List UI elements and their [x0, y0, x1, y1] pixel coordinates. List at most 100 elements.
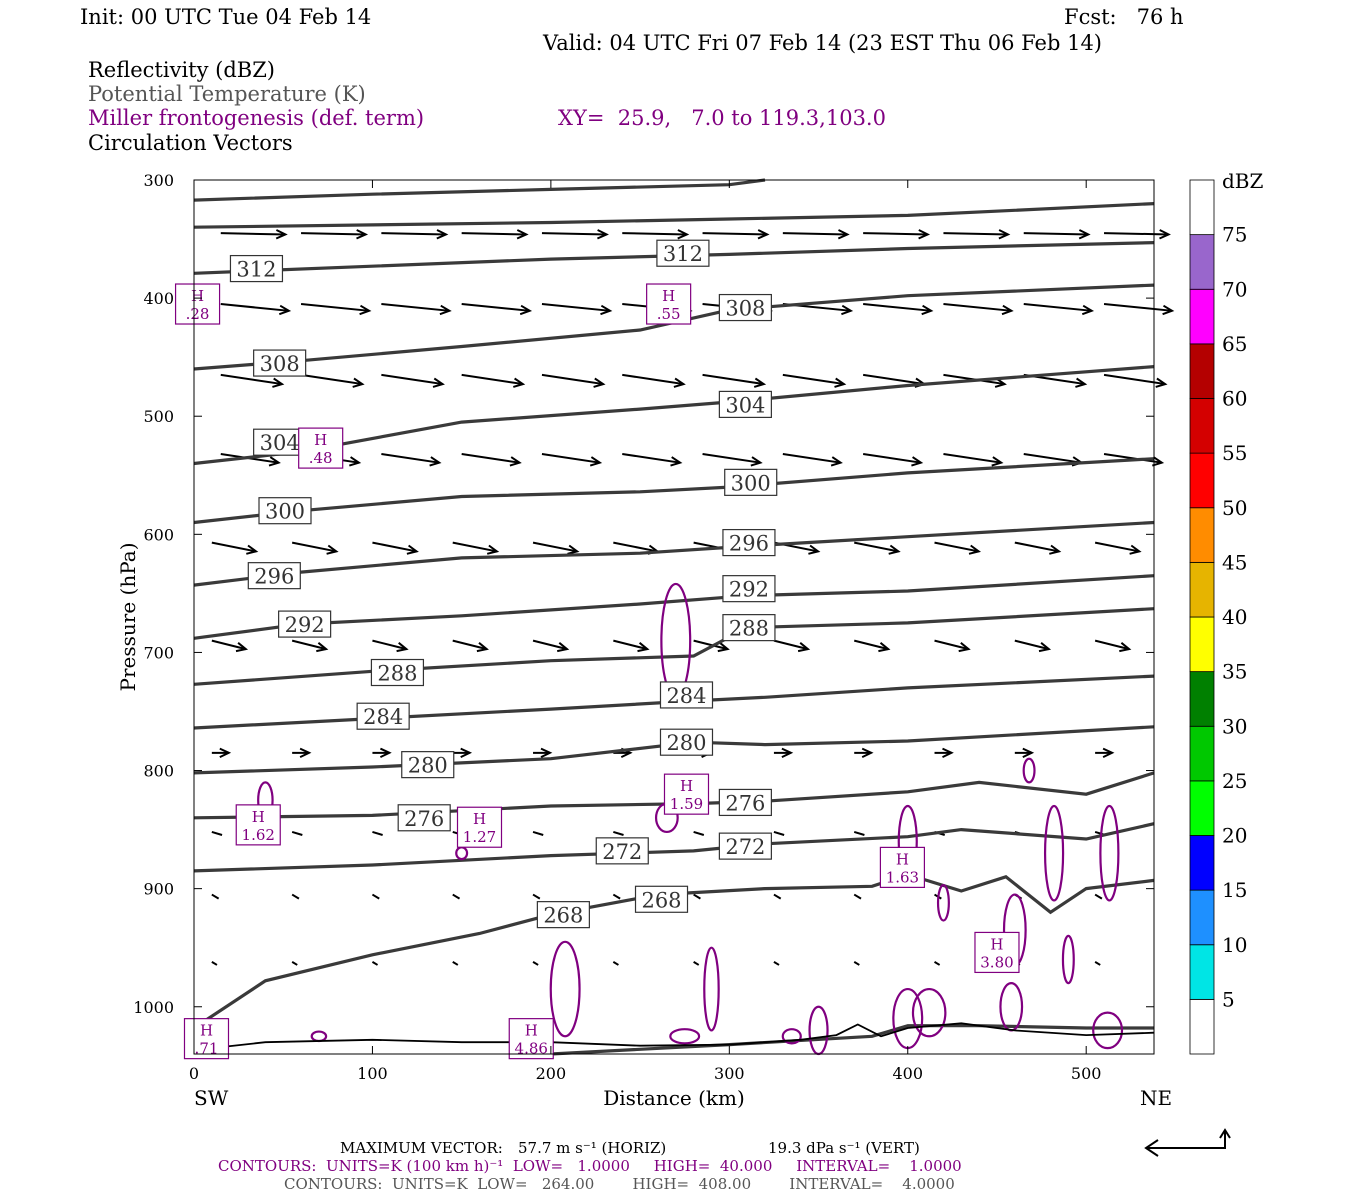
maxima-h-label: H	[473, 810, 486, 828]
circulation-vector	[773, 830, 785, 836]
maxima-value: 4.86	[515, 1040, 548, 1058]
y-tick-label: 900	[143, 880, 174, 899]
circulation-vector	[863, 303, 932, 312]
frontogenesis-contour	[999, 982, 1024, 1032]
circulation-vector-head	[476, 642, 489, 653]
theta-label-box	[229, 254, 284, 283]
frontogenesis-contour	[1092, 1011, 1124, 1050]
circulation-vector	[1023, 303, 1092, 312]
colorbar-bin	[1189, 671, 1215, 727]
colorbar-level: 65	[1222, 332, 1247, 356]
theta-label: 272	[725, 835, 765, 859]
circulation-vector-head	[406, 544, 419, 555]
x-tick-label: 200	[536, 1064, 567, 1083]
theta-label-box	[401, 751, 455, 779]
circulation-vector-head	[1081, 304, 1095, 316]
circulation-vector	[622, 232, 687, 236]
maxvec-vert: 19.3 dPa s⁻¹ (VERT)	[768, 1139, 920, 1157]
circulation-vector	[853, 961, 860, 966]
colorbar-bin	[1189, 561, 1215, 618]
circulation-vector	[291, 961, 298, 966]
circulation-vector-head	[968, 544, 982, 555]
ne-label: NE	[1140, 1086, 1172, 1110]
theta-label-box	[718, 293, 772, 322]
circulation-vector-head	[540, 747, 553, 759]
circulation-vector-head	[808, 544, 821, 555]
circulation-vector-head	[519, 304, 533, 316]
theta-label-box	[722, 575, 776, 603]
theta-label: 276	[725, 791, 765, 815]
legend-potential-temperature: Potential Temperature (K)	[88, 82, 366, 106]
circulation-vector-head	[1119, 642, 1132, 653]
circulation-vector	[372, 830, 383, 836]
circulation-vector-head	[278, 304, 292, 316]
colorbar-bin	[1189, 452, 1215, 509]
legend-circulation-vectors: Circulation Vectors	[88, 131, 293, 155]
circulation-vector-head	[1155, 377, 1168, 388]
circulation-vector	[1014, 639, 1050, 651]
circulation-vector	[782, 232, 848, 236]
circulation-vector	[220, 373, 283, 386]
x-tick-label: 100	[357, 1064, 388, 1083]
circulation-vector	[773, 961, 780, 966]
colorbar-level: 70	[1222, 277, 1247, 301]
y-tick-label: 800	[143, 762, 174, 781]
circulation-vector	[702, 453, 761, 464]
circulation-vector	[381, 232, 446, 236]
theta-label: 296	[254, 565, 294, 589]
circulation-vector	[863, 232, 928, 236]
circulation-vector	[782, 373, 845, 386]
circulation-vector-head	[991, 456, 1004, 467]
circulation-vector	[613, 541, 658, 553]
circulation-vector	[1094, 639, 1130, 651]
circulation-vector-head	[911, 456, 924, 467]
circulation-vector-head	[921, 304, 934, 316]
frontogenesis-contour	[892, 987, 924, 1050]
circulation-vector	[693, 961, 700, 966]
maxima-box	[235, 804, 281, 846]
maxima-h-label: H	[252, 808, 265, 826]
frontogenesis-contours	[257, 582, 1124, 1056]
circulation-vector-head	[219, 747, 232, 759]
theta-label-box	[659, 681, 714, 709]
circulation-vector	[372, 639, 407, 651]
circulation-vector-head	[797, 642, 811, 653]
circulation-vector	[452, 961, 459, 966]
theta-label-box	[253, 349, 307, 377]
circulation-vector	[220, 232, 286, 236]
frontogenesis-maxima: H.28H.48H.55H1.62H1.27H1.59H1.63H3.80H4.…	[174, 283, 1020, 1060]
theta-label-box	[258, 497, 312, 525]
circulation-vector	[541, 453, 600, 464]
maxima-h-label: H	[200, 1022, 213, 1040]
theta-label-box	[536, 901, 590, 929]
theta-label-box	[718, 390, 772, 419]
theta-label: 300	[265, 500, 305, 524]
circulation-vector-head	[1152, 456, 1165, 467]
circulation-vector	[693, 893, 701, 900]
legend-xy-range: XY= 25.9, 7.0 to 119.3,103.0	[558, 106, 886, 130]
circulation-vector-head	[509, 456, 522, 467]
circulation-vector	[541, 373, 604, 386]
circulation-vector	[461, 373, 524, 386]
circulation-vector	[702, 232, 768, 236]
colorbar-level: 50	[1222, 496, 1247, 520]
theta-label-box	[253, 428, 307, 456]
maxima-value: 3.80	[980, 953, 1013, 971]
circulation-vector	[461, 453, 520, 464]
theta-label-box	[247, 562, 301, 590]
maxima-box	[456, 806, 503, 848]
colorbar-bin	[1189, 179, 1215, 236]
circulation-vector-head	[750, 456, 763, 467]
theta-line	[193, 822, 1155, 873]
circulation-vector-head	[1022, 747, 1035, 759]
circulation-vector-head	[486, 544, 500, 555]
theta-label: 268	[641, 888, 681, 912]
circulation-vector-head	[513, 377, 526, 388]
frontogenesis-contour	[911, 987, 947, 1038]
circulation-vector-head	[436, 229, 449, 240]
circulation-vector	[541, 303, 611, 312]
colorbar-bin	[1189, 835, 1215, 891]
maxima-value: 1.63	[886, 868, 919, 886]
circulation-vector	[1103, 373, 1166, 386]
theta-line	[193, 202, 1155, 229]
